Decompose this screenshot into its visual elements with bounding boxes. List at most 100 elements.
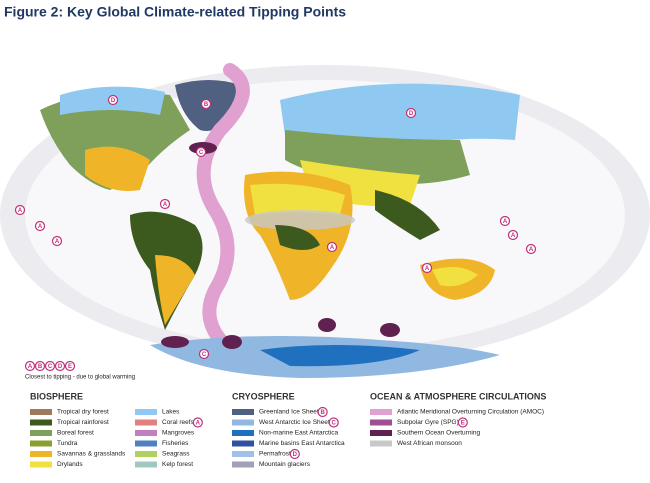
marker-letter: A bbox=[425, 266, 430, 272]
tipping-marker: A bbox=[51, 235, 63, 247]
tipping-marker: D bbox=[289, 448, 300, 460]
marker-letter: C bbox=[199, 150, 204, 156]
legend-swatch bbox=[30, 440, 52, 447]
legend-label: Kelp forest bbox=[162, 461, 193, 468]
legend-label: Seagrass bbox=[162, 451, 190, 458]
marker-circle bbox=[525, 243, 537, 255]
marker-letter: B bbox=[320, 410, 325, 416]
eurasia-north bbox=[280, 83, 520, 150]
legend-label: Tropical rainforest bbox=[57, 419, 109, 426]
marker-letter: B bbox=[38, 364, 43, 370]
marker-letter: C bbox=[48, 364, 53, 370]
marker-circle bbox=[51, 235, 63, 247]
tipping-marker: D bbox=[405, 107, 417, 119]
legend-swatch bbox=[135, 451, 157, 457]
marker-circle bbox=[317, 406, 328, 418]
southern-ocean bbox=[161, 336, 189, 348]
legend-swatch bbox=[232, 430, 254, 436]
marker-letter: D bbox=[293, 452, 298, 458]
marker-circle bbox=[14, 204, 26, 216]
tipping-marker: A bbox=[34, 220, 46, 232]
legend-swatch bbox=[232, 409, 254, 415]
legend-label: West Antarctic Ice Sheet bbox=[259, 419, 330, 426]
legend-heading: CRYOSPHERE bbox=[232, 391, 295, 401]
map-markers: D B C D A A A A A A A A A C bbox=[14, 94, 537, 360]
legend-label: Non-marine East Antarctica bbox=[259, 430, 339, 437]
legend-label: Mangroves bbox=[162, 430, 195, 437]
marker-letter: E bbox=[68, 364, 72, 370]
tipping-marker: B bbox=[317, 406, 328, 418]
marker-letter: A bbox=[18, 208, 23, 214]
legend-swatch bbox=[370, 440, 392, 447]
legend-swatch bbox=[30, 419, 52, 426]
marker-letter: A bbox=[330, 245, 335, 251]
map bbox=[0, 63, 650, 378]
legend-label: Tundra bbox=[57, 440, 78, 447]
marker-letter: D bbox=[111, 98, 116, 104]
legend-swatch bbox=[30, 451, 52, 457]
west-african-monsoon bbox=[245, 210, 355, 230]
tipping-marker: D bbox=[107, 94, 119, 106]
marker-letter: C bbox=[202, 352, 207, 358]
legend-label: Drylands bbox=[57, 461, 83, 468]
tipping-marker: B bbox=[200, 98, 212, 110]
marker-circle bbox=[107, 94, 119, 106]
congo bbox=[275, 225, 320, 250]
marker-letter: E bbox=[461, 421, 465, 427]
legend-swatch bbox=[232, 451, 254, 457]
southern-ocean bbox=[222, 335, 242, 349]
marker-circle bbox=[421, 262, 433, 274]
marker-circle bbox=[54, 360, 66, 372]
tipping-marker: E bbox=[64, 360, 76, 372]
tipping-marker: C bbox=[198, 348, 210, 360]
marker-circle bbox=[34, 220, 46, 232]
tipping-marker: A bbox=[192, 417, 203, 428]
sahara bbox=[250, 183, 345, 215]
legend-swatch bbox=[30, 461, 52, 468]
title: Figure 2: Key Global Climate-related Tip… bbox=[4, 4, 346, 20]
north-america bbox=[40, 92, 190, 190]
east-antarctica bbox=[260, 345, 420, 367]
legend-label: Savannas & grasslands bbox=[57, 451, 126, 458]
legend-label: Marine basins East Antarctica bbox=[259, 440, 345, 447]
sa-savanna bbox=[155, 255, 195, 325]
us-plains bbox=[85, 146, 150, 191]
legend-swatch bbox=[135, 419, 157, 426]
tipping-marker: E bbox=[457, 417, 468, 428]
marker-letter: A bbox=[38, 224, 43, 230]
amoc bbox=[196, 63, 250, 352]
marker-letter: A bbox=[529, 247, 534, 253]
key-label: Closest to tipping - due to global warmi… bbox=[25, 375, 135, 381]
legend-swatch bbox=[30, 430, 52, 436]
marker-letter: A bbox=[55, 239, 60, 245]
legend-label: West African monsoon bbox=[397, 440, 462, 447]
marker-letter: A bbox=[28, 364, 33, 370]
tipping-marker: A bbox=[525, 243, 537, 255]
legend-label: Tropical dry forest bbox=[57, 409, 109, 416]
marker-letter: C bbox=[332, 421, 337, 427]
marker-circle bbox=[198, 348, 210, 360]
legend: BIOSPHERE Tropical dry forest Tropical rai… bbox=[30, 391, 546, 468]
legend-swatch bbox=[232, 419, 254, 426]
marker-circle bbox=[64, 360, 76, 372]
marker-circle bbox=[195, 146, 207, 158]
marker-circle bbox=[326, 241, 338, 253]
marker-letter: A bbox=[511, 233, 516, 239]
tipping-marker: B bbox=[34, 360, 46, 372]
tipping-marker: A bbox=[159, 198, 171, 210]
marker-circle bbox=[159, 198, 171, 210]
southern-ocean bbox=[318, 318, 336, 332]
tipping-marker: A bbox=[499, 215, 511, 227]
tipping-marker: C bbox=[195, 146, 207, 158]
tipping-marker: A bbox=[507, 229, 519, 241]
legend-label: Atlantic Meridional Overturning Circulat… bbox=[397, 409, 544, 416]
legend-label: Greenland Ice Sheet bbox=[259, 409, 319, 416]
marker-circle bbox=[507, 229, 519, 241]
marker-circle bbox=[200, 98, 212, 110]
legend-swatch bbox=[135, 409, 157, 415]
marker-letter: A bbox=[196, 421, 201, 427]
tipping-marker: A bbox=[24, 360, 36, 372]
legend-label: Lakes bbox=[162, 409, 180, 416]
